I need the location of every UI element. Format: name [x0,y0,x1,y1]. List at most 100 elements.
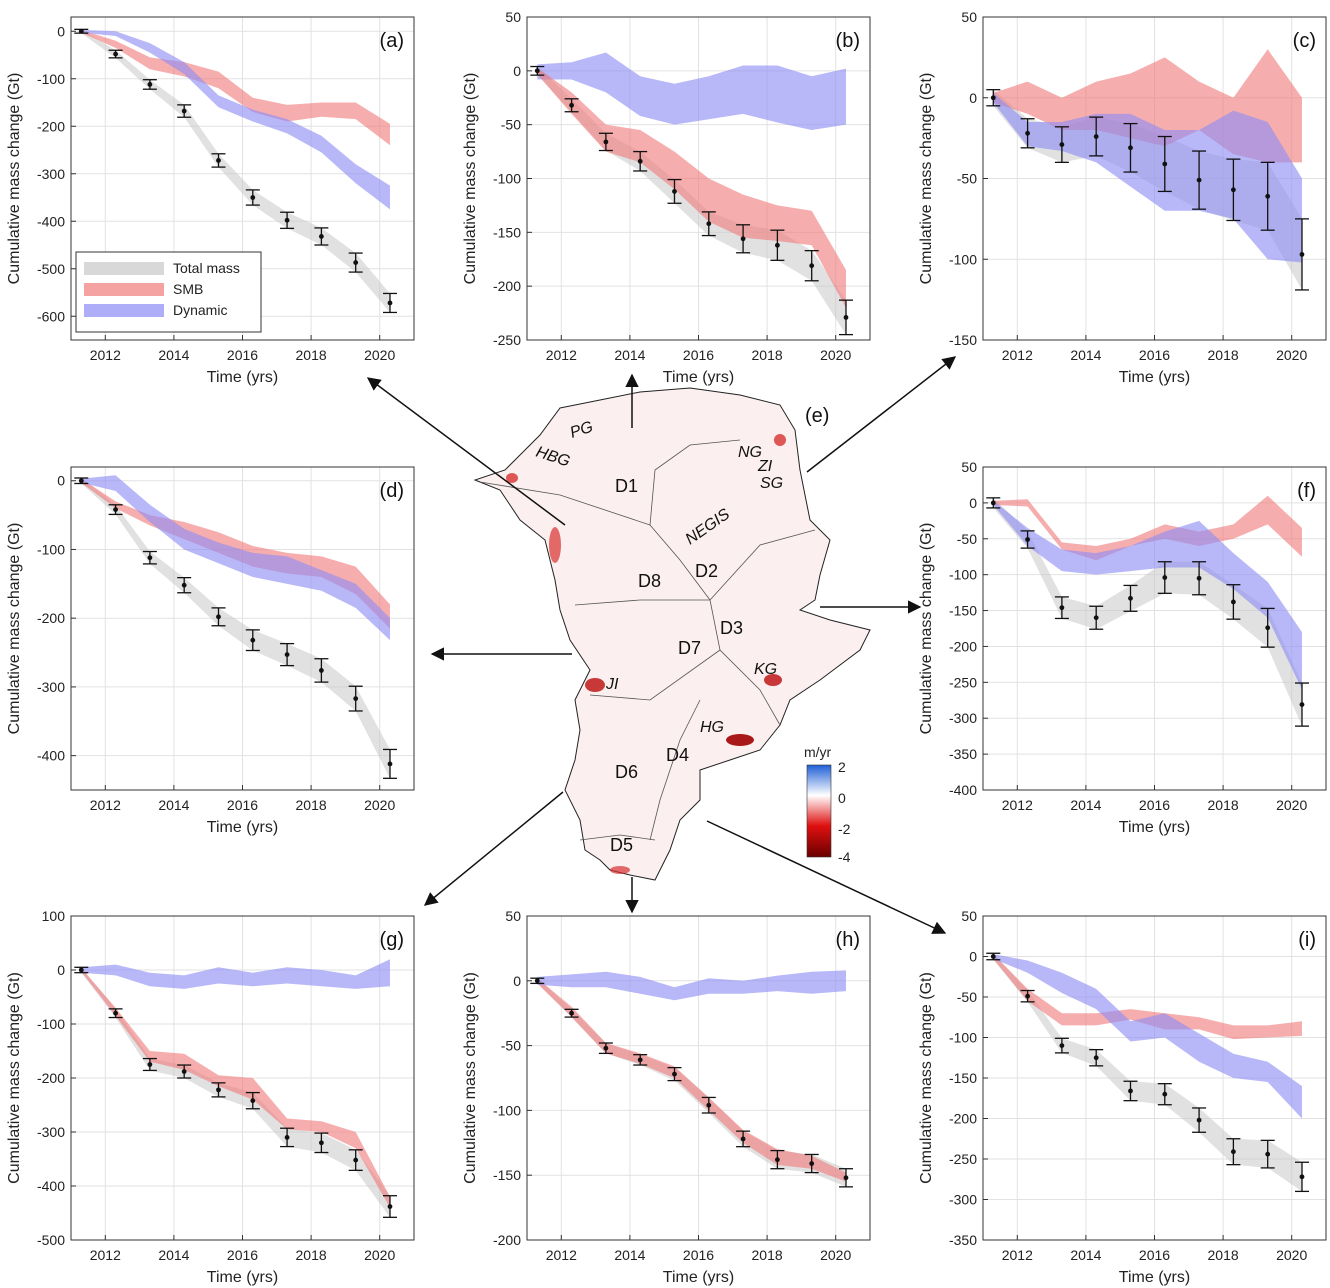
region-label-d6: D6 [615,762,638,782]
x-tick-label: 2018 [1208,797,1239,813]
x-tick-label: 2012 [546,1247,577,1263]
y-tick-label: -50 [957,531,977,547]
x-tick-label: 2018 [1208,1247,1239,1263]
data-point [1162,1091,1168,1097]
y-tick-label: -150 [949,332,977,348]
data-point [809,1161,815,1166]
panel-label: (i) [1298,929,1316,951]
colorbar-tick: -4 [838,849,851,865]
y-axis-label: Cumulative mass change (Gt) [6,73,23,285]
data-point [250,195,256,200]
chart-panel-b: 2012 2014 2016 2018 2020 50 0 -50 -100 -150 -200 -2… [462,9,871,386]
y-tick-label: 0 [969,90,977,106]
colorbar-title: m/yr [804,744,832,760]
data-point [740,1136,746,1142]
data-point [318,1140,324,1146]
data-point [1059,1043,1065,1048]
y-tick-label: -200 [949,1111,977,1127]
x-tick-label: 2018 [752,347,783,363]
x-tick-label: 2016 [1139,797,1170,813]
glacier-label-ji: JI [605,676,619,693]
melt-hotspot-hg [726,734,754,746]
glacier-label-sg: SG [760,475,783,492]
x-tick-label: 2016 [683,347,714,363]
smb-band [537,67,846,308]
y-tick-label: 0 [513,973,521,989]
y-tick-label: -150 [949,603,977,619]
data-point [318,668,324,673]
y-axis-label: Cumulative mass change (Gt) [918,523,935,735]
data-point [147,82,153,87]
y-tick-label: -400 [949,782,977,798]
arrow-to-c [806,356,957,473]
legend-swatch-total [84,262,164,275]
x-tick-label: 2012 [90,797,121,813]
total-mass-band [993,953,1302,1192]
y-tick-label: -50 [501,117,521,133]
x-tick-label: 2014 [1070,797,1101,813]
y-tick-label: -400 [37,1178,65,1194]
x-tick-label: 2016 [227,1247,258,1263]
y-tick-label: 0 [969,495,977,511]
y-tick-label: -100 [949,1030,977,1046]
data-point [1196,575,1202,581]
colorbar-tick: 2 [838,759,846,775]
total-mass-band [81,477,390,779]
data-point [774,1157,780,1163]
data-point [1230,187,1236,193]
data-point [990,954,996,959]
y-tick-label: -200 [37,118,65,134]
y-tick-label: -150 [949,1070,977,1086]
panel-label: (c) [1293,30,1316,52]
data-point [569,102,574,108]
legend-label-total: Total mass [173,260,240,276]
x-tick-label: 2020 [364,797,395,813]
y-tick-label: -500 [37,1232,65,1248]
y-tick-label: 100 [42,908,66,924]
legend-swatch-smb [84,283,164,296]
y-tick-label: 50 [961,459,977,475]
data-point [843,1175,849,1181]
total-mass-band [993,497,1302,727]
data-point [1093,134,1099,139]
dynamic-band [993,954,1302,1119]
data-point [1299,1174,1305,1180]
data-point [113,1010,118,1016]
x-axis-label: Time (yrs) [207,369,278,386]
region-label-d3: D3 [720,618,743,638]
smb-band [993,495,1302,561]
data-point [181,1069,187,1074]
y-axis-label: Cumulative mass change (Gt) [6,523,23,735]
region-label-d1: D1 [615,476,638,496]
y-axis-label: Cumulative mass change (Gt) [918,972,935,1184]
data-point [1128,595,1133,601]
data-point [78,28,84,34]
x-tick-label: 2014 [1070,347,1101,363]
y-axis-label: Cumulative mass change (Gt) [918,73,935,285]
data-point [1128,145,1133,151]
data-point [672,1071,677,1077]
panel-label: (a) [380,30,404,52]
x-axis-label: Time (yrs) [207,1269,278,1286]
colorbar-tick: 0 [838,790,846,806]
y-tick-label: 0 [513,63,521,79]
melt-hotspot-south [610,866,630,874]
panel-label: (b) [836,30,860,52]
data-point [1093,1055,1099,1061]
y-tick-label: -300 [949,710,977,726]
data-point [1265,193,1271,199]
x-tick-label: 2014 [614,1247,645,1263]
x-tick-label: 2020 [820,347,851,363]
x-axis-label: Time (yrs) [1119,1269,1190,1286]
region-label-d4: D4 [666,745,689,765]
data-point [1299,702,1305,707]
data-point [740,236,746,242]
y-tick-label: -400 [37,748,65,764]
data-point [706,1102,712,1108]
y-tick-label: -200 [37,1070,65,1086]
panel-label: (g) [380,929,404,951]
data-point [672,189,677,194]
chart-panel-c: 2012 2014 2016 2018 2020 50 0 -50 -100 -150 Time (… [918,9,1327,386]
data-point [113,507,118,513]
